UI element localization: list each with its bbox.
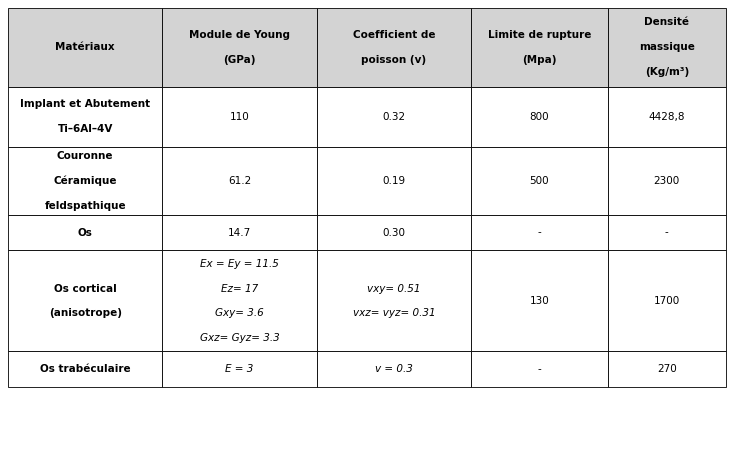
Text: 2300: 2300 [654,176,680,186]
Text: Limite de rupture

(Mpa): Limite de rupture (Mpa) [487,30,591,65]
Bar [162,352,317,387]
Text: Matériaux: Matériaux [55,42,115,52]
Text: 800: 800 [529,112,549,122]
Text: Ex = Ey = 11.5

Ez= 17

Gxy= 3.6

Gxz= Gyz= 3.3: Ex = Ey = 11.5 Ez= 17 Gxy= 3.6 Gxz= Gyz=… [200,259,280,343]
Bar [608,352,726,387]
Bar [317,86,471,147]
Bar [471,8,608,86]
Bar [608,251,726,352]
Bar [8,352,162,387]
Bar [8,147,162,214]
Text: -: - [665,227,669,238]
Text: 270: 270 [657,365,677,374]
Text: 130: 130 [529,296,549,306]
Text: Couronne

Céramique

feldspathique: Couronne Céramique feldspathique [44,151,126,211]
Text: E = 3: E = 3 [225,365,254,374]
Bar [162,8,317,86]
Bar [317,214,471,251]
Text: Module de Young

(GPa): Module de Young (GPa) [189,30,290,65]
Text: 500: 500 [529,176,549,186]
Text: 110: 110 [230,112,250,122]
Bar [471,251,608,352]
Text: 14.7: 14.7 [228,227,251,238]
Bar [162,86,317,147]
Bar [317,147,471,214]
Bar [608,147,726,214]
Text: vxy= 0.51

vxz= vyz= 0.31: vxy= 0.51 vxz= vyz= 0.31 [352,284,435,319]
Bar [317,352,471,387]
Text: Densité

massique

(Kg/m³): Densité massique (Kg/m³) [639,18,694,77]
Text: Os trabéculaire: Os trabéculaire [40,365,131,374]
Text: 0.19: 0.19 [382,176,405,186]
Bar [471,352,608,387]
Text: Os: Os [78,227,92,238]
Bar [8,8,162,86]
Text: 0.32: 0.32 [382,112,405,122]
Text: Os cortical

(anisotrope): Os cortical (anisotrope) [48,284,122,319]
Bar [317,8,471,86]
Bar [471,86,608,147]
Bar [162,214,317,251]
Text: 61.2: 61.2 [228,176,251,186]
Bar [471,147,608,214]
Bar [608,8,726,86]
Bar [8,214,162,251]
Bar [608,86,726,147]
Text: Implant et Abutement

Ti–6Al–4V: Implant et Abutement Ti–6Al–4V [20,100,150,134]
Bar [8,86,162,147]
Bar [608,214,726,251]
Bar [8,251,162,352]
Text: -: - [537,227,541,238]
Bar [162,251,317,352]
Text: 0.30: 0.30 [382,227,405,238]
Bar [471,214,608,251]
Text: Coefficient de

poisson (v): Coefficient de poisson (v) [352,30,435,65]
Text: 1700: 1700 [654,296,680,306]
Bar [162,147,317,214]
Text: -: - [537,365,541,374]
Text: v = 0.3: v = 0.3 [375,365,413,374]
Text: 4428,8: 4428,8 [649,112,685,122]
Bar [317,251,471,352]
